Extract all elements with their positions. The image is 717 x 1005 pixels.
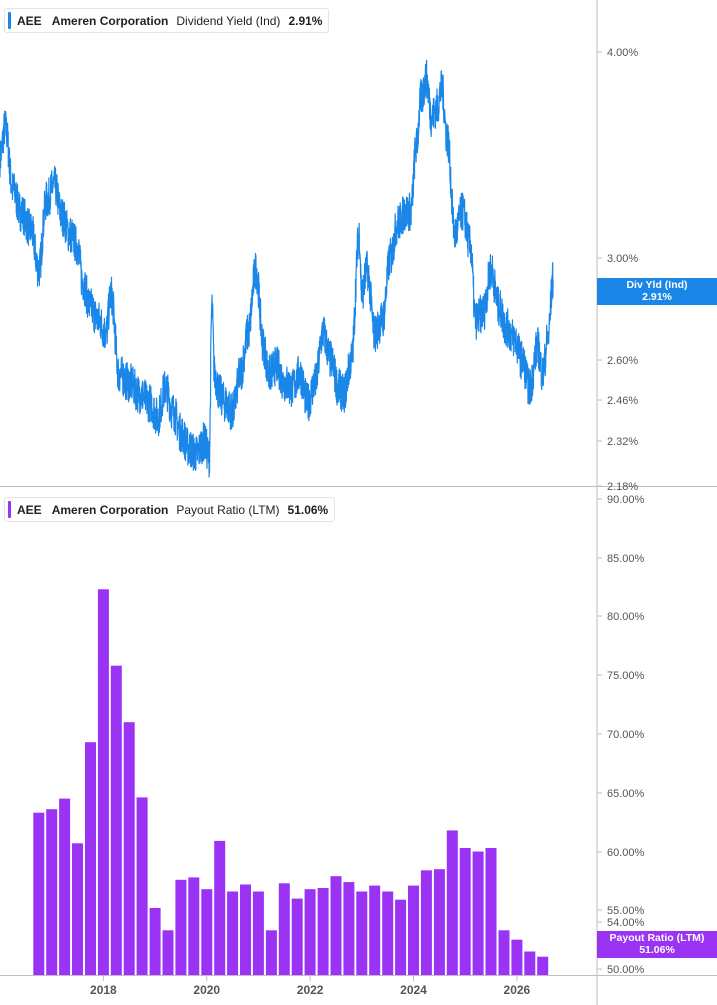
payout-y-tick-label: 80.00% bbox=[607, 611, 645, 623]
x-tick-label: 2026 bbox=[504, 983, 531, 997]
payout-y-tick-label: 65.00% bbox=[607, 788, 645, 800]
x-tick-label: 2020 bbox=[193, 983, 220, 997]
x-tick-label: 2018 bbox=[90, 983, 117, 997]
payout-bar bbox=[214, 840, 226, 975]
x-tick-label: 2022 bbox=[297, 983, 324, 997]
payout-bar bbox=[136, 797, 148, 975]
yield-tag-value: 2.91% bbox=[642, 291, 672, 303]
payout-legend-swatch bbox=[8, 501, 11, 518]
payout-bar bbox=[356, 891, 368, 975]
payout-bar bbox=[459, 848, 471, 975]
payout-bar bbox=[485, 848, 497, 975]
payout-value-tag: Payout Ratio (LTM) 51.06% bbox=[597, 931, 717, 958]
yield-y-tick-label: 2.46% bbox=[607, 395, 638, 407]
payout-y-tick-label: 60.00% bbox=[607, 847, 645, 859]
payout-legend-company: Ameren Corporation bbox=[51, 502, 169, 517]
yield-legend[interactable]: AEE Ameren Corporation Dividend Yield (I… bbox=[4, 8, 330, 33]
payout-bar bbox=[395, 899, 407, 975]
payout-bar bbox=[369, 885, 381, 975]
payout-legend-symbol: AEE bbox=[17, 502, 42, 517]
payout-y-tick-label: 55.00% bbox=[607, 905, 645, 917]
payout-bar bbox=[85, 742, 96, 975]
yield-y-tick-label: 2.18% bbox=[607, 481, 638, 493]
payout-bar bbox=[265, 930, 277, 975]
yield-y-tick-label: 2.32% bbox=[607, 436, 638, 448]
payout-y-tick-label: 50.00% bbox=[607, 964, 645, 976]
payout-bar bbox=[149, 908, 161, 975]
payout-tag-value: 51.06% bbox=[639, 944, 675, 956]
payout-bar bbox=[227, 891, 239, 975]
payout-bar bbox=[420, 870, 432, 975]
payout-bar bbox=[252, 891, 264, 975]
payout-bar bbox=[304, 889, 316, 975]
payout-bar bbox=[343, 882, 355, 975]
payout-bar bbox=[278, 883, 290, 975]
payout-legend[interactable]: AEE Ameren Corporation Payout Ratio (LTM… bbox=[4, 497, 336, 522]
payout-y-tick-label: 70.00% bbox=[607, 729, 645, 741]
payout-bar bbox=[408, 885, 419, 975]
payout-tag-label: Payout Ratio (LTM) bbox=[609, 932, 705, 944]
payout-legend-metric: Payout Ratio (LTM) bbox=[176, 502, 280, 517]
payout-bar bbox=[201, 889, 213, 975]
payout-bar bbox=[524, 951, 536, 975]
yield-series-line bbox=[0, 59, 554, 478]
payout-y-tick-label: 54.00% bbox=[607, 917, 645, 929]
payout-bar bbox=[446, 830, 458, 975]
payout-y-tick-label: 75.00% bbox=[607, 670, 645, 682]
yield-legend-value: 2.91% bbox=[288, 13, 323, 28]
payout-y-tick-label: 85.00% bbox=[607, 553, 645, 565]
payout-bar bbox=[433, 869, 445, 975]
payout-bar bbox=[317, 888, 329, 975]
payout-bar bbox=[498, 930, 510, 975]
payout-y-tick-label: 90.00% bbox=[607, 494, 645, 506]
yield-legend-metric: Dividend Yield (Ind) bbox=[176, 13, 281, 28]
payout-bar bbox=[46, 809, 58, 975]
payout-bar bbox=[72, 843, 83, 975]
payout-bar bbox=[162, 930, 174, 975]
yield-y-tick-label: 4.00% bbox=[607, 47, 638, 59]
payout-bar bbox=[330, 876, 342, 975]
axis-layer: 4.00% 3.00% 2.60% 2.46% 2.32% 2.18%90.00% 85.0… bbox=[90, 47, 645, 997]
payout-bar bbox=[511, 939, 523, 975]
payout-bar bbox=[472, 851, 484, 975]
payout-plot bbox=[33, 589, 549, 975]
payout-bar bbox=[59, 798, 71, 975]
payout-legend-value: 51.06% bbox=[287, 502, 329, 517]
payout-bar bbox=[97, 589, 109, 975]
yield-legend-company: Ameren Corporation bbox=[51, 13, 169, 28]
yield-legend-swatch bbox=[8, 12, 11, 29]
payout-bar bbox=[382, 891, 394, 975]
payout-bar bbox=[110, 665, 122, 975]
payout-bar bbox=[123, 722, 135, 975]
yield-y-tick-label: 2.60% bbox=[607, 355, 638, 367]
yield-tag-label: Div Yld (Ind) bbox=[626, 279, 688, 291]
payout-bar bbox=[537, 956, 549, 975]
yield-value-tag: Div Yld (Ind) 2.91% bbox=[597, 278, 717, 305]
yield-y-tick-label: 3.00% bbox=[607, 253, 638, 265]
yield-plot bbox=[0, 59, 554, 478]
payout-bar bbox=[188, 877, 200, 975]
payout-bar bbox=[175, 879, 187, 975]
x-tick-label: 2024 bbox=[400, 983, 427, 997]
payout-bar bbox=[291, 898, 303, 975]
payout-bar bbox=[240, 884, 251, 975]
yield-legend-symbol: AEE bbox=[17, 13, 42, 28]
payout-bar bbox=[33, 812, 45, 975]
